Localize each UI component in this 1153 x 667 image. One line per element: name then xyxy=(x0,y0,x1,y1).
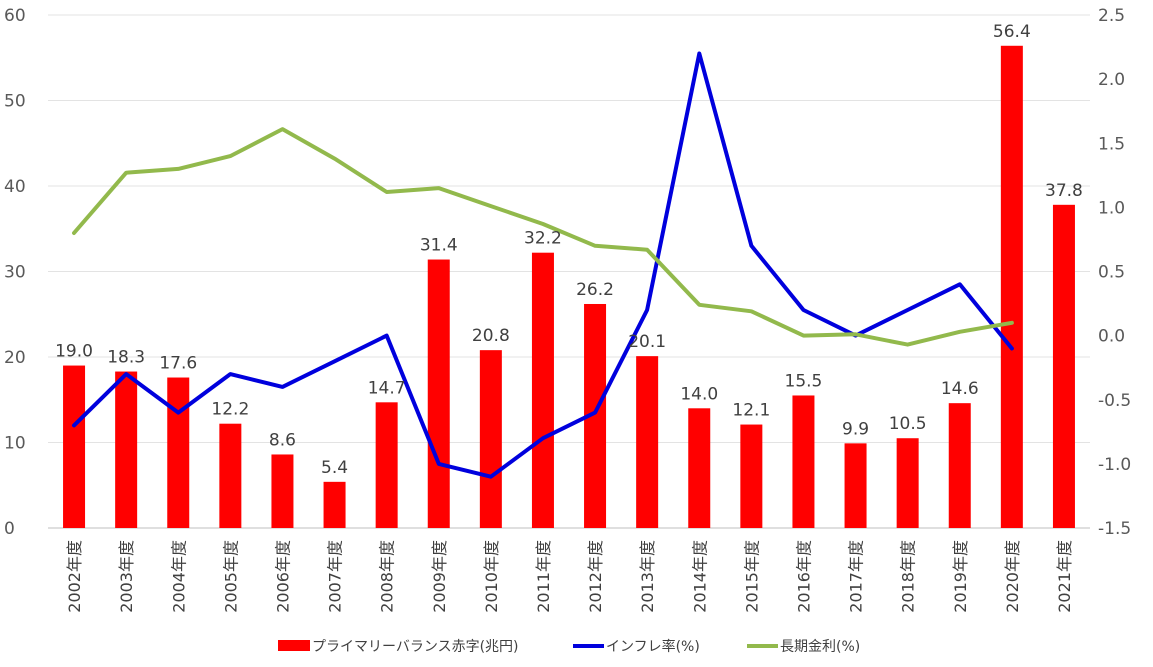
bar-data-label: 56.4 xyxy=(993,22,1031,42)
x-tick-label: 2005年度 xyxy=(221,540,240,613)
legend-label-primary-balance: プライマリーバランス赤字(兆円) xyxy=(312,639,519,655)
x-tick-label: 2015年度 xyxy=(742,540,761,613)
bar-data-label: 9.9 xyxy=(842,419,869,439)
bar-data-label: 31.4 xyxy=(420,236,458,256)
x-tick-label: 2003年度 xyxy=(117,540,136,613)
bar xyxy=(219,423,242,528)
y-right-tick-label: -1.5 xyxy=(1098,519,1131,539)
x-tick-label: 2004年度 xyxy=(169,540,188,613)
bar-data-label: 32.2 xyxy=(524,229,562,249)
y-right-tick-label: -0.5 xyxy=(1098,391,1131,411)
bar xyxy=(531,252,554,528)
bar xyxy=(479,350,502,528)
bar xyxy=(323,481,346,528)
bar xyxy=(115,371,138,528)
legend-swatch-primary-balance xyxy=(278,640,310,651)
bar-data-label: 12.2 xyxy=(211,400,249,420)
y-axis-right: -1.5 -1.0 -0.5 0.0 0.5 1.0 1.5 2.0 2.5 xyxy=(1098,6,1131,539)
x-tick-label: 2012年度 xyxy=(586,540,605,613)
bar xyxy=(63,365,86,528)
bar xyxy=(740,424,763,528)
legend-label-long-term-rate: 長期金利(%) xyxy=(780,639,860,655)
x-tick-label: 2016年度 xyxy=(794,540,813,613)
x-tick-label: 2006年度 xyxy=(273,540,292,613)
data-labels: 19.0 18.3 17.6 12.2 8.6 5.4 14.7 31.4 20.8 32.2 26… xyxy=(55,22,1083,478)
bar xyxy=(844,443,867,528)
x-tick-label: 2014年度 xyxy=(690,540,709,613)
y-right-tick-label: 1.0 xyxy=(1098,198,1125,218)
x-tick-label: 2009年度 xyxy=(430,540,449,613)
x-tick-label: 2002年度 xyxy=(65,540,84,613)
legend: プライマリーバランス赤字(兆円) インフレ率(%) 長期金利(%) xyxy=(278,638,860,655)
x-tick-label: 2021年度 xyxy=(1055,540,1074,613)
y-right-tick-label: 2.0 xyxy=(1098,70,1125,90)
y-right-tick-label: 0.0 xyxy=(1098,327,1125,347)
bar-data-label: 10.5 xyxy=(889,414,927,434)
bar-data-label: 20.8 xyxy=(472,326,510,346)
x-tick-label: 2020年度 xyxy=(1003,540,1022,613)
y-left-tick-label: 40 xyxy=(4,177,26,197)
bar-series xyxy=(63,45,1075,528)
x-tick-label: 2019年度 xyxy=(951,540,970,613)
bar-data-label: 8.6 xyxy=(269,430,296,450)
bar xyxy=(375,402,398,528)
bar xyxy=(948,403,971,528)
y-left-tick-label: 10 xyxy=(4,434,26,454)
y-right-tick-label: -1.0 xyxy=(1098,455,1131,475)
x-tick-label: 2013年度 xyxy=(638,540,657,613)
bar-data-label: 14.0 xyxy=(680,384,718,404)
x-tick-label: 2007年度 xyxy=(326,540,345,613)
y-left-tick-label: 0 xyxy=(4,519,15,539)
y-left-tick-label: 20 xyxy=(4,348,26,368)
long-term-rate-line xyxy=(72,127,1014,347)
bar-data-label: 14.7 xyxy=(368,378,406,398)
y-axis-left: 0 10 20 30 40 50 60 xyxy=(4,6,26,539)
x-tick-label: 2017年度 xyxy=(847,540,866,613)
x-tick-label: 2018年度 xyxy=(899,540,918,613)
y-right-tick-label: 2.5 xyxy=(1098,6,1125,26)
x-tick-label: 2011年度 xyxy=(534,540,553,613)
bar xyxy=(688,408,711,528)
y-right-tick-label: 1.5 xyxy=(1098,134,1125,154)
legend-label-inflation: インフレ率(%) xyxy=(606,638,700,655)
bar-data-label: 26.2 xyxy=(576,280,614,300)
bar xyxy=(792,395,815,528)
x-axis: 2002年度 2003年度 2004年度 2005年度 2006年度 2007年度 2008… xyxy=(65,540,1074,613)
bar xyxy=(1000,45,1023,528)
gridlines xyxy=(48,14,1090,529)
bar xyxy=(427,259,450,528)
line-series xyxy=(72,51,1014,479)
y-left-tick-label: 30 xyxy=(4,263,26,283)
bar-data-label: 5.4 xyxy=(321,458,348,478)
bar xyxy=(271,454,294,528)
bar-data-label: 15.5 xyxy=(785,371,823,391)
y-right-tick-label: 0.5 xyxy=(1098,263,1125,283)
x-tick-label: 2008年度 xyxy=(378,540,397,613)
bar-data-label: 12.1 xyxy=(732,401,770,421)
bar-data-label: 19.0 xyxy=(55,342,93,362)
x-tick-label: 2010年度 xyxy=(482,540,501,613)
bar-data-label: 18.3 xyxy=(107,348,145,368)
bar-data-label: 20.1 xyxy=(628,332,666,352)
bar xyxy=(636,356,659,528)
bar-data-label: 37.8 xyxy=(1045,181,1083,201)
bar xyxy=(896,438,919,528)
bar-data-label: 17.6 xyxy=(159,354,197,374)
bar xyxy=(1052,204,1075,528)
y-left-tick-label: 50 xyxy=(4,92,26,112)
bar xyxy=(584,303,607,528)
bar xyxy=(167,377,190,528)
y-left-tick-label: 60 xyxy=(4,6,26,26)
bar-data-label: 14.6 xyxy=(941,379,979,399)
